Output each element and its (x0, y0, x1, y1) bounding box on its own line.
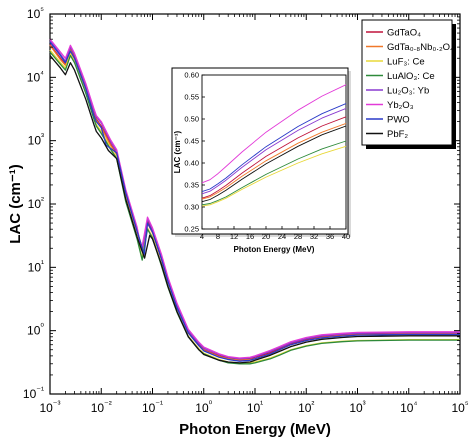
legend-label: PbF₂ (387, 129, 408, 140)
inset-series-line-3 (201, 145, 347, 207)
inset-tick-group: 4 8 12 16 20 24 28 32 36 40 0.25 0.30 0.35 0.40 0.45 0.… (184, 71, 350, 242)
inset-x-tick-label: 8 (216, 232, 220, 241)
y-tick-label: 10⁵ (27, 5, 44, 21)
legend-label: LuF₃: Ce (387, 57, 425, 68)
inset-y-tick-label: 0.30 (184, 203, 199, 212)
inset-y-tick-label: 0.40 (184, 159, 199, 168)
inset-y-tick-label: 0.55 (184, 93, 199, 102)
y-tick-label: 10² (28, 195, 44, 211)
inset-y-tick-label: 0.25 (184, 225, 199, 234)
inset-series-line-7 (201, 103, 347, 193)
inset-x-tick-label: 20 (262, 232, 270, 241)
inset-x-tick-label: 12 (230, 232, 238, 241)
x-axis-label: Photon Energy (MeV) (179, 421, 331, 438)
x-tick-label: 10⁻² (91, 399, 112, 415)
legend-box (361, 19, 453, 146)
inset-x-axis-label: Photon Energy (MeV) (234, 245, 315, 254)
main-series-line-7 (49, 41, 460, 362)
inset-series-line-1 (201, 116, 347, 199)
inset-plot-area (201, 74, 347, 230)
main-series-line-8 (49, 55, 460, 364)
inset-series-group (201, 84, 347, 207)
inset-x-tick-label: 28 (294, 232, 302, 241)
main-series-line-6 (49, 38, 460, 359)
inset-series-line-5 (201, 107, 347, 195)
legend-label: GdTaO₄ (387, 28, 421, 39)
x-tick-label: 10² (298, 399, 314, 415)
legend-label: Lu₂O₃: Yb (387, 86, 429, 97)
legend-label: LuAlO₃: Ce (387, 71, 435, 82)
x-tick-label: 10⁻¹ (142, 399, 163, 415)
inset-series-line-6 (201, 84, 347, 184)
inset-x-tick-label: 32 (310, 232, 318, 241)
x-tick-label: 10⁵ (451, 399, 468, 415)
inset-x-tick-label: 16 (246, 232, 254, 241)
y-tick-label: 10¹ (28, 258, 44, 274)
inset-series-line-2 (201, 122, 347, 200)
x-tick-label: 10⁴ (400, 399, 417, 415)
inset-x-tick-label: 4 (200, 232, 204, 241)
inset-y-tick-label: 0.45 (184, 137, 199, 146)
y-tick-label: 10⁰ (27, 322, 44, 338)
legend-label: GdTa₀.₈Nb₀.₂O₄ (387, 42, 454, 53)
y-tick-label: 10³ (28, 132, 44, 148)
inset-x-tick-label: 40 (342, 232, 350, 241)
x-tick-label: 10⁰ (195, 399, 212, 415)
y-tick-label: 10⁴ (27, 68, 44, 84)
legend: GdTaO₄ GdTa₀.₈Nb₀.₂O₄ LuF₃: Ce LuAlO₃: Ce Lu… (366, 28, 454, 140)
legend-label: PWO (387, 115, 410, 126)
x-tick-label: 10⁻³ (39, 399, 60, 415)
x-tick-label: 10³ (349, 399, 365, 415)
legend-label: Yb₂O₃ (387, 100, 414, 111)
inset-y-tick-label: 0.50 (184, 115, 199, 124)
inset-y-tick-label: 0.35 (184, 181, 199, 190)
x-tick-label: 10¹ (247, 399, 263, 415)
inset-series-line-4 (201, 140, 347, 206)
inset-y-tick-label: 0.60 (184, 71, 199, 80)
inset-y-axis-label: LAC (cm⁻¹) (173, 130, 182, 173)
y-axis-label: LAC (cm⁻¹) (7, 164, 24, 244)
inset-x-tick-label: 36 (326, 232, 334, 241)
main-tick-group: 10⁻³ 10⁻² 10⁻¹ 10⁰ 10¹ 10² 10³ 10⁴ 10⁵ 10⁻¹ 10⁰ 10¹… (23, 5, 469, 415)
y-tick-label: 10⁻¹ (23, 385, 44, 401)
inset-series-line-8 (201, 125, 347, 203)
inset-x-tick-label: 24 (278, 232, 286, 241)
main-series-group (49, 38, 460, 365)
